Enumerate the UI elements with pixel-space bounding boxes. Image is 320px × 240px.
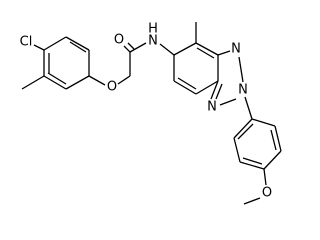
bond [263, 150, 282, 170]
bond [43, 36, 67, 51]
atom-label: O [262, 186, 272, 201]
bond [233, 137, 241, 163]
bond [242, 157, 263, 165]
bond [173, 42, 197, 56]
bond [243, 197, 261, 205]
atom-label: N [231, 42, 241, 57]
bond [127, 42, 135, 50]
bond [129, 42, 147, 53]
bond [270, 129, 277, 151]
atom-label: Cl [20, 35, 33, 50]
bond [274, 125, 282, 152]
bond [244, 96, 253, 120]
bond [159, 43, 175, 56]
molecule-diagram: Cl O O H N N N N O [20, 22, 282, 205]
bond [177, 77, 197, 90]
bond [117, 75, 131, 85]
bond [195, 42, 219, 56]
bond [65, 75, 90, 90]
bond [69, 41, 87, 53]
bond [33, 44, 45, 51]
bond [47, 72, 67, 85]
bond [263, 168, 267, 186]
bond [219, 98, 237, 106]
bond [43, 75, 67, 90]
atom-label: O [107, 80, 117, 95]
bonds [21, 22, 282, 205]
atom-label: H [148, 22, 158, 37]
bond [173, 80, 197, 95]
bond [123, 45, 131, 53]
bond [217, 50, 231, 56]
bond [237, 123, 254, 140]
bond [210, 80, 219, 100]
bond [238, 56, 244, 83]
atom-label: N [238, 83, 248, 98]
bond [88, 75, 106, 86]
bond [21, 75, 45, 90]
bond [233, 118, 253, 139]
bond [251, 118, 276, 127]
bond [239, 161, 265, 170]
bond [215, 83, 223, 100]
atom-label: N [148, 34, 158, 49]
bond [195, 80, 219, 95]
bond [196, 47, 215, 59]
bond [65, 36, 90, 51]
atom-label: O [114, 33, 124, 48]
atom-label: N [207, 100, 217, 115]
